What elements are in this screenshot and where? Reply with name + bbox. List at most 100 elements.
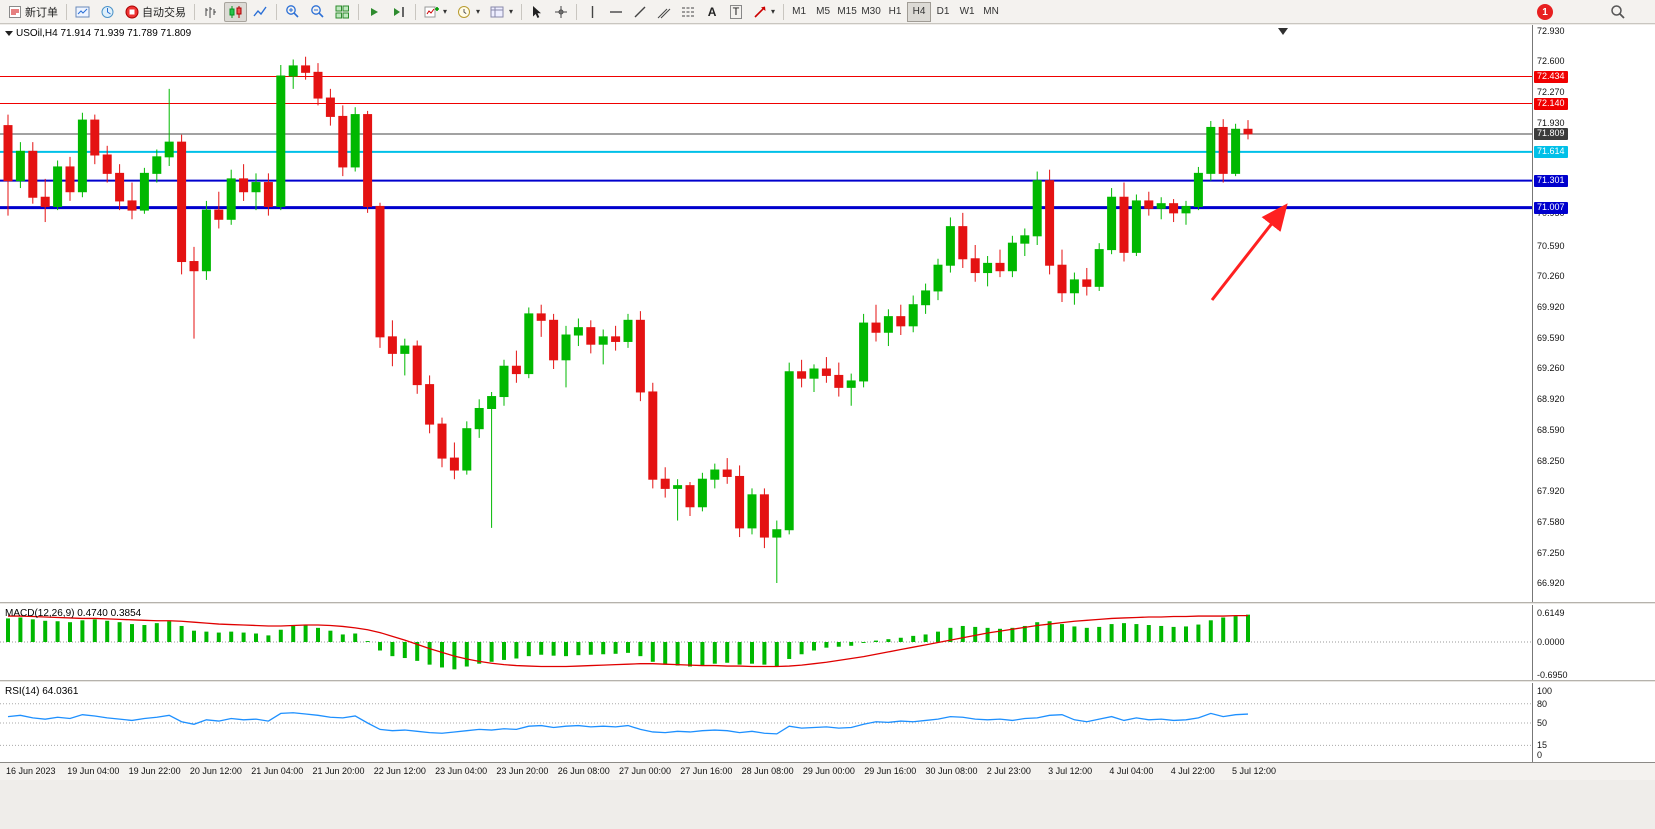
symbol-menu-icon[interactable]: [5, 31, 13, 36]
price-axis-label: 72.270: [1537, 86, 1565, 97]
zoom-in-icon: [286, 5, 299, 18]
auto-trading-button[interactable]: 自动交易: [121, 2, 190, 22]
text-tool-button[interactable]: A: [701, 2, 723, 22]
toolbar-separator: [66, 3, 67, 20]
macd-chart[interactable]: [0, 605, 1655, 680]
rsi-axis-label: 80: [1537, 698, 1548, 709]
zoom-in-button[interactable]: [281, 2, 304, 22]
label-tool-button[interactable]: T: [725, 2, 747, 22]
macd-indicator-panel: MACD(12,26,9) 0.4740 0.3854 0.6149 0.0000…: [0, 605, 1655, 680]
indicators-icon: [424, 6, 439, 17]
time-axis-label: 4 Jul 22:00: [1170, 766, 1215, 776]
price-tag: 72.140: [1534, 97, 1568, 110]
vertical-line-tool-button[interactable]: [581, 2, 603, 22]
price-chart[interactable]: [0, 25, 1655, 602]
time-axis-label: 22 Jun 12:00: [373, 766, 426, 776]
new-order-icon: [9, 5, 21, 18]
price-axis-label: 67.920: [1537, 486, 1565, 497]
notification-badge[interactable]: 1: [1537, 4, 1553, 20]
time-axis-label: 29 Jun 16:00: [864, 766, 917, 776]
panel-splitter[interactable]: [0, 680, 1655, 683]
navigator-button[interactable]: [96, 2, 119, 22]
line-chart-button[interactable]: [249, 2, 272, 22]
price-axis-label: 68.920: [1537, 394, 1565, 405]
auto-trading-label: 自动交易: [142, 6, 186, 19]
vertical-line-icon: [591, 5, 593, 18]
tile-windows-button[interactable]: [331, 2, 354, 22]
status-area: [0, 780, 1655, 829]
time-axis-label: 19 Jun 04:00: [67, 766, 120, 776]
price-axis: 72.93072.60072.27071.93071.61071.28070.9…: [1534, 25, 1654, 602]
time-axis-label: 28 Jun 08:00: [741, 766, 794, 776]
toolbar-separator: [415, 3, 416, 20]
new-order-button[interactable]: 新订单: [4, 2, 62, 22]
timeframe-button-M1[interactable]: M1: [792, 6, 807, 17]
fibonacci-tool-button[interactable]: [677, 2, 699, 22]
panel-splitter[interactable]: [0, 602, 1655, 605]
text-tool-label: A: [707, 4, 717, 19]
time-axis-label: 29 Jun 00:00: [802, 766, 855, 776]
toolbar-separator: [783, 3, 785, 20]
rsi-axis-label: 0: [1537, 750, 1543, 760]
channel-tool-button[interactable]: [653, 2, 675, 22]
rsi-chart[interactable]: [0, 683, 1655, 762]
timeframe-toolbar: M1 M5 M15 M30 H1 H4 D1 W1 MN: [787, 1, 1003, 22]
price-scale-border: [1532, 25, 1533, 762]
price-axis-label: 70.260: [1537, 271, 1565, 282]
toolbar-separator: [194, 3, 195, 20]
tile-windows-icon: [335, 5, 349, 18]
cursor-icon: [533, 5, 542, 18]
rsi-indicator-panel: RSI(14) 64.0361 100 80 50 15 0: [0, 683, 1655, 762]
price-axis-label: 69.260: [1537, 363, 1565, 374]
bar-chart-button[interactable]: [199, 2, 222, 22]
price-axis-label: 68.590: [1537, 424, 1565, 435]
timeframe-button-H1[interactable]: H1: [888, 6, 902, 17]
periods-button[interactable]: ▾: [453, 2, 484, 22]
timeframe-button-M15[interactable]: M15: [837, 6, 857, 17]
templates-button[interactable]: ▾: [486, 2, 517, 22]
horizontal-line-tool-button[interactable]: [605, 2, 627, 22]
auto-scroll-button[interactable]: [363, 2, 386, 22]
timeframe-button-MN[interactable]: MN: [983, 6, 999, 17]
timeframe-button-D1[interactable]: D1: [936, 6, 950, 17]
candlestick-chart-button[interactable]: [224, 1, 247, 22]
macd-axis-label: 0.0000: [1537, 637, 1565, 647]
trendline-tool-button[interactable]: [629, 2, 651, 22]
chart-shift-button[interactable]: [388, 2, 411, 22]
price-tag: 72.434: [1534, 70, 1568, 83]
price-axis-label: 69.590: [1537, 332, 1565, 343]
timeframe-button-H4[interactable]: H4: [907, 1, 932, 22]
zoom-out-button[interactable]: [306, 2, 329, 22]
search-button[interactable]: [1606, 2, 1630, 22]
arrows-tool-button[interactable]: ▾: [749, 2, 779, 22]
cursor-button[interactable]: [526, 2, 548, 22]
clock-icon: [458, 5, 471, 18]
market-watch-button[interactable]: [71, 2, 94, 22]
rsi-axis: 100 80 50 15 0: [1534, 683, 1654, 762]
trendline-icon: [634, 6, 646, 17]
auto-scroll-icon: [371, 7, 378, 16]
crosshair-button[interactable]: [550, 2, 572, 22]
horizontal-line-icon: [610, 10, 623, 13]
toolbar-separator: [276, 3, 277, 20]
indicators-button[interactable]: ▾: [420, 2, 451, 22]
time-axis: 16 Jun 2023 19 Jun 04:00 19 Jun 22:00 20 Ju…: [0, 762, 1655, 780]
chart-shift-marker: [1278, 28, 1288, 35]
time-axis-label: 2 Jul 23:00: [986, 766, 1031, 776]
timeframe-button-W1[interactable]: W1: [959, 6, 975, 17]
rsi-axis-label: 50: [1537, 718, 1548, 728]
dropdown-caret-icon: ▾: [476, 7, 481, 16]
time-axis-label: 27 Jun 00:00: [619, 766, 672, 776]
time-axis-label: 27 Jun 16:00: [680, 766, 733, 776]
timeframe-button-M5[interactable]: M5: [816, 6, 831, 17]
macd-axis: 0.6149 0.0000 -0.6950: [1534, 605, 1654, 680]
zoom-out-icon: [311, 5, 324, 18]
equidistant-channel-icon: [657, 8, 671, 18]
arrow-tool-icon: [754, 6, 766, 18]
candlestick-chart-icon: [229, 5, 242, 18]
price-axis-label: 71.930: [1537, 117, 1565, 128]
macd-axis-label: 0.6149: [1537, 608, 1565, 618]
timeframe-button-M30[interactable]: M30: [861, 6, 881, 17]
price-tag: 71.809: [1534, 127, 1568, 140]
